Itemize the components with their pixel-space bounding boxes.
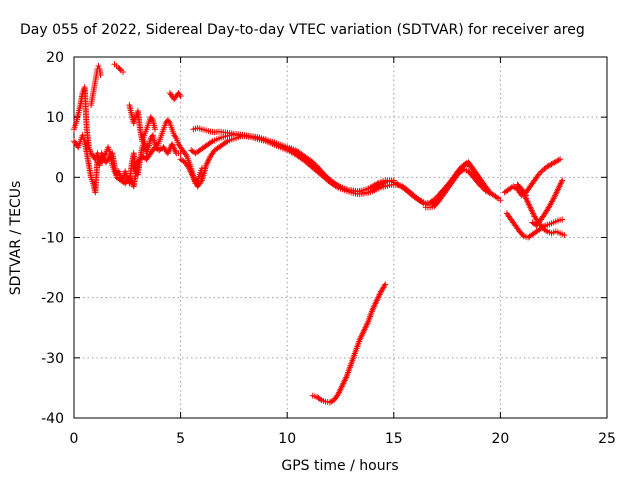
y-tick-label: 20 xyxy=(46,50,64,66)
y-tick-label: -30 xyxy=(41,351,64,367)
y-tick-label: 0 xyxy=(55,170,64,186)
data-point-markers xyxy=(503,210,566,241)
series-arc-early-e xyxy=(126,102,159,145)
series-arc-early-f xyxy=(166,90,184,103)
x-tick-label: 15 xyxy=(385,431,403,447)
data-point-markers xyxy=(111,61,127,76)
grid-lines xyxy=(74,57,607,418)
x-tick-label: 0 xyxy=(70,431,79,447)
series-arc-dip xyxy=(309,281,389,406)
series-arc-late-d xyxy=(529,177,566,229)
series-arc-mid-d xyxy=(422,159,504,211)
axis-ticks xyxy=(73,56,608,419)
series-arc-early-c xyxy=(88,63,104,109)
x-tick-label: 5 xyxy=(176,431,185,447)
y-axis-title: SDTVAR / TECUs xyxy=(8,181,24,296)
x-axis-title: GPS time / hours xyxy=(281,458,398,474)
chart-title: Day 055 of 2022, Sidereal Day-to-day VTE… xyxy=(20,22,585,38)
x-tick-label: 20 xyxy=(491,431,509,447)
series-arc-late-e xyxy=(514,181,529,199)
data-point-markers xyxy=(126,102,159,145)
data-point-markers xyxy=(309,281,389,406)
data-point-markers xyxy=(529,177,566,229)
y-tick-label: -10 xyxy=(41,231,64,247)
data-point-markers xyxy=(188,131,493,207)
data-point-markers xyxy=(514,181,529,199)
series-arc-late-b xyxy=(503,210,566,241)
y-tick-label: -20 xyxy=(41,291,64,307)
data-point-markers xyxy=(422,159,504,211)
data-points xyxy=(71,61,568,406)
data-point-markers xyxy=(166,90,184,103)
data-point-markers xyxy=(88,63,104,109)
data-point-markers xyxy=(71,132,184,196)
x-tick-label: 25 xyxy=(598,431,616,447)
x-tick-label: 10 xyxy=(278,431,296,447)
y-tick-label: -40 xyxy=(41,411,64,427)
x-tick-labels: 0 5 10 15 20 25 xyxy=(70,431,616,447)
data-point-markers xyxy=(71,84,205,187)
series-arc-early-a xyxy=(71,84,205,187)
y-tick-labels: -40 -30 -20 -10 0 10 20 xyxy=(41,50,64,427)
series-arc-mid-c xyxy=(188,131,493,207)
y-tick-label: 10 xyxy=(46,110,64,126)
series-arc-early-b xyxy=(71,132,184,196)
series-arc-early-d xyxy=(111,61,127,76)
